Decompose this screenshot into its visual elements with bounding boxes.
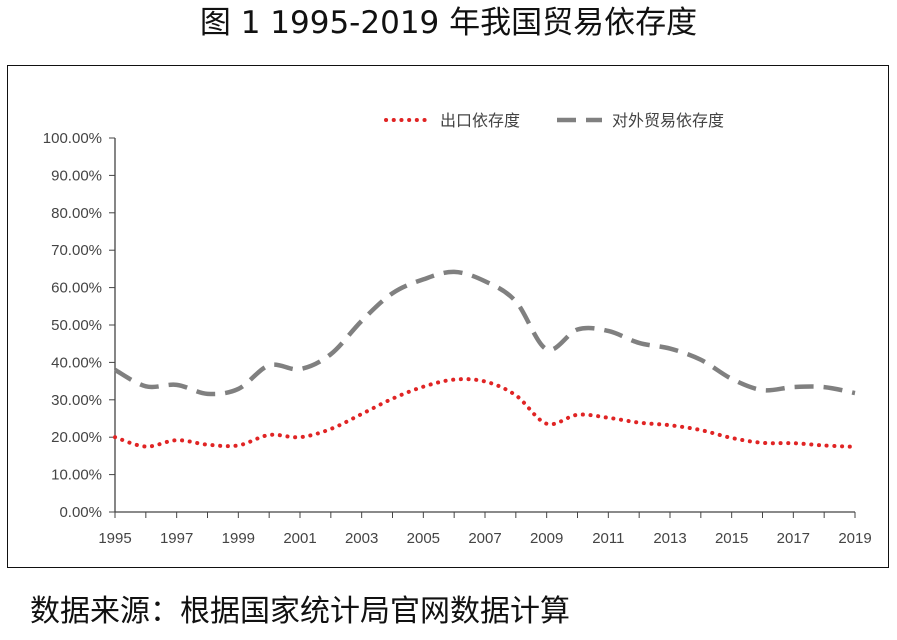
x-tick-label: 2017: [777, 530, 810, 547]
x-tick-label: 1997: [160, 530, 193, 547]
y-tick-label: 0.00%: [59, 504, 102, 521]
y-tick-label: 10.00%: [51, 467, 102, 484]
y-tick-label: 80.00%: [51, 205, 102, 222]
source-note: 数据来源：根据国家统计局官网数据计算: [30, 594, 570, 629]
x-ticks: 1995 1997 1999 2001 2003 2005 2007 2009 2011 2013…: [98, 512, 872, 547]
x-tick-label: 2007: [468, 530, 501, 547]
x-tick-label: 1999: [222, 530, 255, 547]
y-tick-label: 90.00%: [51, 167, 102, 184]
x-tick-label: 1995: [98, 530, 131, 547]
x-tick-label: 2019: [838, 530, 871, 547]
y-tick-label: 20.00%: [51, 429, 102, 446]
series-line: [113, 269, 856, 397]
y-tick-label: 100.00%: [43, 130, 102, 147]
y-ticks: 0.00% 10.00% 20.00% 30.00% 40.00% 50.00% 60.00…: [43, 130, 115, 521]
axes: [114, 138, 855, 513]
legend: 出口依存度 对外贸易依存度: [384, 111, 724, 130]
x-tick-label: 2013: [653, 530, 686, 547]
x-tick-label: 2015: [715, 530, 748, 547]
x-tick-label: 2009: [530, 530, 563, 547]
chart-frame: [7, 65, 889, 568]
y-tick-label: 40.00%: [51, 354, 102, 371]
series-line: [113, 377, 857, 449]
legend-label: 出口依存度: [440, 111, 520, 130]
chart-title: 图 1 1995-2019 年我国贸易依存度: [199, 5, 698, 41]
x-tick-label: 2011: [592, 530, 624, 547]
y-tick-label: 30.00%: [51, 392, 102, 409]
series-lines: [113, 269, 857, 449]
y-tick-label: 70.00%: [51, 242, 102, 259]
y-tick-label: 50.00%: [51, 317, 102, 334]
x-tick-label: 2003: [345, 530, 378, 547]
legend-label: 对外贸易依存度: [612, 111, 724, 130]
x-tick-label: 2005: [407, 530, 440, 547]
x-tick-label: 2001: [283, 530, 316, 547]
y-tick-label: 60.00%: [51, 280, 102, 297]
